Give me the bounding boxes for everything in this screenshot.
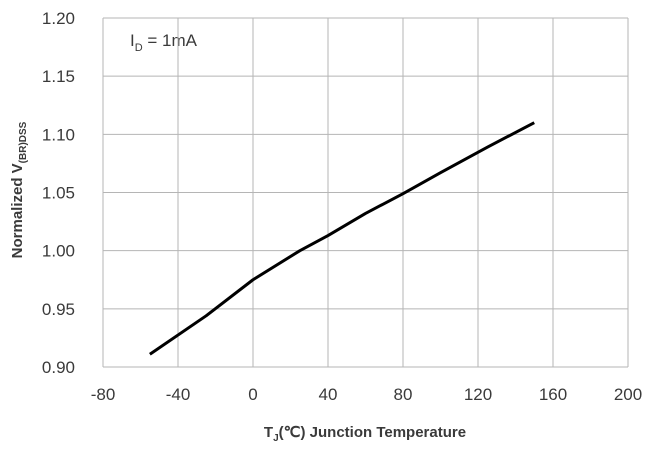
y-tick-label: 1.05 bbox=[42, 184, 75, 203]
x-tick-label: 120 bbox=[464, 385, 492, 404]
annotation-main: I bbox=[130, 31, 135, 50]
x-label-sub: J bbox=[273, 433, 279, 444]
x-label-main: T bbox=[264, 424, 273, 441]
x-label-rest: (℃) Junction Temperature bbox=[279, 424, 466, 441]
x-tick-label: -40 bbox=[166, 385, 191, 404]
y-tick-label: 1.20 bbox=[42, 9, 75, 28]
x-tick-label: 200 bbox=[614, 385, 642, 404]
x-tick-label: 160 bbox=[539, 385, 567, 404]
y-tick-label: 1.15 bbox=[42, 67, 75, 86]
y-tick-label: 1.00 bbox=[42, 242, 75, 261]
x-axis-label: TJ(℃) Junction Temperature bbox=[264, 424, 466, 444]
y-tick-label: 1.10 bbox=[42, 125, 75, 144]
x-tick-label: 80 bbox=[394, 385, 413, 404]
y-label-sub: (BR)DSS bbox=[18, 121, 29, 163]
annotation-rest: = 1mA bbox=[143, 31, 198, 50]
annotation: ID = 1mA bbox=[130, 31, 198, 54]
x-tick-label: 40 bbox=[319, 385, 338, 404]
data-line bbox=[149, 121, 535, 356]
x-tick-label: -80 bbox=[91, 385, 116, 404]
y-tick-label: 0.90 bbox=[42, 358, 75, 377]
annotation-sub: D bbox=[135, 42, 143, 54]
y-axis-label: Normalized V(BR)DSS bbox=[9, 121, 29, 258]
x-tick-label: 0 bbox=[248, 385, 257, 404]
y-tick-label: 0.95 bbox=[42, 300, 75, 319]
y-label-main: Normalized V bbox=[9, 163, 26, 258]
